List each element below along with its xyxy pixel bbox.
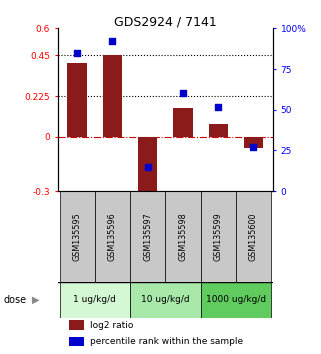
Point [216, 104, 221, 109]
Text: ▶: ▶ [32, 295, 39, 305]
Text: 1 ug/kg/d: 1 ug/kg/d [74, 295, 116, 304]
Bar [69, 320, 83, 330]
Bar [236, 191, 271, 282]
Text: GSM135597: GSM135597 [143, 212, 152, 261]
Point [74, 50, 80, 56]
Bar [209, 124, 228, 137]
Text: GSM135595: GSM135595 [73, 212, 82, 261]
Text: 1000 ug/kg/d: 1000 ug/kg/d [206, 295, 266, 304]
Text: GSM135596: GSM135596 [108, 212, 117, 261]
Point [180, 91, 186, 96]
Point [251, 144, 256, 150]
Bar [201, 282, 271, 318]
Bar [165, 191, 201, 282]
Bar [67, 63, 87, 137]
Bar [59, 191, 95, 282]
Point [145, 164, 150, 170]
Text: GSM135599: GSM135599 [214, 212, 223, 261]
Bar [173, 108, 193, 137]
Title: GDS2924 / 7141: GDS2924 / 7141 [114, 15, 217, 28]
Text: GSM135600: GSM135600 [249, 212, 258, 261]
Bar [244, 137, 263, 148]
Text: 10 ug/kg/d: 10 ug/kg/d [141, 295, 190, 304]
Text: log2 ratio: log2 ratio [90, 321, 134, 330]
Text: GSM135598: GSM135598 [178, 212, 187, 261]
Bar [59, 282, 130, 318]
Bar [130, 191, 165, 282]
Bar [103, 56, 122, 137]
Bar [95, 191, 130, 282]
Bar [130, 282, 201, 318]
Bar [138, 137, 157, 204]
Text: dose: dose [3, 295, 26, 305]
Text: percentile rank within the sample: percentile rank within the sample [90, 337, 243, 346]
Bar [201, 191, 236, 282]
Point [110, 39, 115, 44]
Bar [69, 337, 83, 346]
